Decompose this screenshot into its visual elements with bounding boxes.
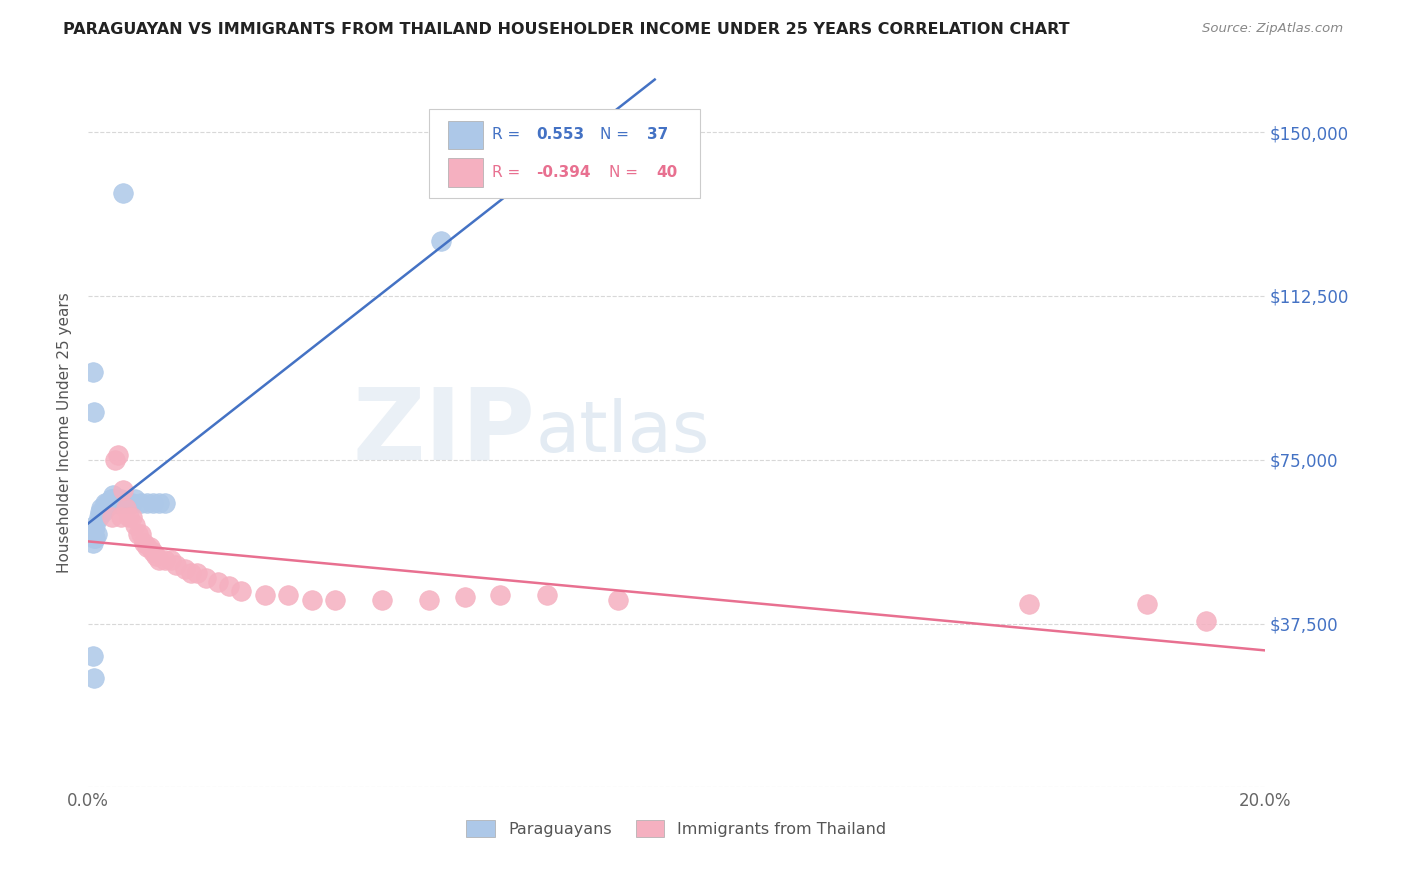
- Point: [129, 527, 152, 541]
- Point: [145, 549, 167, 563]
- Point: [148, 496, 170, 510]
- Point: [112, 496, 135, 510]
- Point: [124, 492, 146, 507]
- Point: [489, 588, 512, 602]
- Point: [121, 496, 143, 510]
- Point: [115, 500, 138, 515]
- Text: ZIP: ZIP: [353, 384, 536, 481]
- FancyBboxPatch shape: [449, 120, 484, 149]
- Point: [105, 496, 128, 510]
- Text: 0.553: 0.553: [536, 128, 585, 143]
- Point: [83, 523, 105, 537]
- Text: 37: 37: [647, 128, 668, 143]
- Point: [453, 591, 475, 605]
- Point: [606, 592, 628, 607]
- Point: [94, 500, 117, 515]
- Point: [1136, 597, 1159, 611]
- Point: [101, 488, 124, 502]
- Point: [112, 483, 135, 498]
- Point: [91, 505, 114, 519]
- Point: [180, 566, 202, 581]
- Point: [136, 540, 159, 554]
- Legend: Paraguayans, Immigrants from Thailand: Paraguayans, Immigrants from Thailand: [460, 814, 893, 844]
- Point: [118, 496, 141, 510]
- Text: Source: ZipAtlas.com: Source: ZipAtlas.com: [1202, 22, 1343, 36]
- Point: [87, 509, 110, 524]
- Point: [82, 365, 104, 379]
- Text: -0.394: -0.394: [536, 165, 591, 180]
- Point: [97, 496, 120, 510]
- Y-axis label: Householder Income Under 25 years: Householder Income Under 25 years: [58, 292, 72, 573]
- Point: [159, 553, 181, 567]
- Point: [186, 566, 208, 581]
- Point: [86, 527, 108, 541]
- Point: [115, 496, 138, 510]
- Point: [82, 536, 104, 550]
- Point: [129, 496, 152, 510]
- Point: [174, 562, 197, 576]
- Point: [139, 540, 162, 554]
- FancyBboxPatch shape: [449, 159, 484, 186]
- Point: [121, 509, 143, 524]
- Point: [112, 186, 135, 201]
- Point: [418, 592, 440, 607]
- Text: N =: N =: [600, 128, 634, 143]
- Point: [165, 558, 187, 572]
- Text: R =: R =: [492, 128, 524, 143]
- Point: [104, 452, 127, 467]
- Point: [82, 649, 104, 664]
- Text: PARAGUAYAN VS IMMIGRANTS FROM THAILAND HOUSEHOLDER INCOME UNDER 25 YEARS CORRELA: PARAGUAYAN VS IMMIGRANTS FROM THAILAND H…: [63, 22, 1070, 37]
- Point: [142, 496, 165, 510]
- Point: [207, 575, 229, 590]
- Point: [1195, 615, 1218, 629]
- Point: [127, 527, 149, 541]
- Point: [89, 505, 111, 519]
- Point: [104, 492, 127, 507]
- Text: R =: R =: [492, 165, 524, 180]
- Point: [110, 509, 132, 524]
- Point: [84, 518, 107, 533]
- Point: [93, 496, 115, 510]
- Point: [277, 588, 299, 602]
- Point: [218, 580, 240, 594]
- Point: [100, 492, 122, 507]
- Point: [371, 592, 394, 607]
- Point: [153, 496, 176, 510]
- Point: [107, 496, 129, 510]
- Text: 40: 40: [657, 165, 678, 180]
- Text: N =: N =: [609, 165, 643, 180]
- Point: [253, 588, 276, 602]
- Point: [142, 544, 165, 558]
- Point: [124, 518, 146, 533]
- Point: [229, 583, 252, 598]
- Point: [83, 671, 105, 685]
- Point: [118, 509, 141, 524]
- Point: [323, 592, 346, 607]
- Point: [136, 496, 159, 510]
- Point: [90, 500, 112, 515]
- Point: [430, 235, 453, 249]
- Point: [83, 405, 105, 419]
- Point: [100, 509, 122, 524]
- Point: [301, 592, 323, 607]
- Point: [194, 571, 217, 585]
- Point: [132, 536, 155, 550]
- Point: [100, 492, 122, 507]
- Point: [110, 492, 132, 507]
- Point: [536, 588, 558, 602]
- Point: [1018, 597, 1040, 611]
- FancyBboxPatch shape: [429, 110, 700, 198]
- Point: [153, 553, 176, 567]
- Point: [107, 449, 129, 463]
- Point: [148, 553, 170, 567]
- Point: [84, 532, 107, 546]
- Point: [83, 532, 105, 546]
- Point: [96, 496, 118, 510]
- Text: atlas: atlas: [536, 398, 710, 467]
